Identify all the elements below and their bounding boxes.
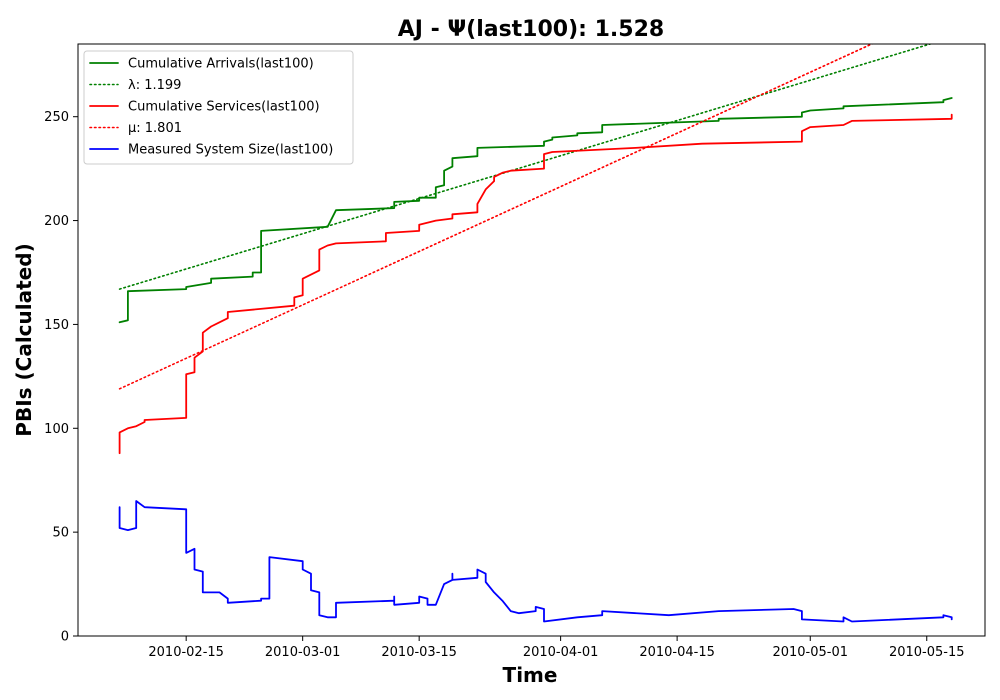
x-tick-label: 2010-05-15 <box>889 645 965 660</box>
series-line-2 <box>118 44 933 290</box>
y-axis: 0 50 100 150 200 250 <box>44 110 78 645</box>
x-tick-label: 2010-03-15 <box>381 645 457 660</box>
y-tick-label: 100 <box>44 422 69 437</box>
legend-label-1: Cumulative Arrivals(last100) <box>128 57 314 72</box>
series-line-3 <box>118 113 953 455</box>
y-tick-label: 50 <box>52 526 69 541</box>
x-axis: 2010-02-15 2010-03-01 2010-03-15 2010-04-01… <box>148 636 965 660</box>
series-line-4 <box>118 44 874 390</box>
series-line-5 <box>118 500 953 623</box>
y-tick-label: 0 <box>61 630 69 645</box>
legend-box <box>83 50 354 165</box>
legend-label-5: Measured System Size(last100) <box>128 143 333 158</box>
x-tick-label: 2010-04-15 <box>639 645 715 660</box>
x-tick-label: 2010-05-01 <box>772 645 848 660</box>
x-tick-label: 2010-04-01 <box>523 645 599 660</box>
x-tick-label: 2010-03-01 <box>265 645 341 660</box>
x-axis-label: Time <box>503 663 558 687</box>
series-layer <box>118 44 953 623</box>
chart-title: AJ - Ψ(last100): 1.528 <box>398 17 664 42</box>
legend: Cumulative Arrivals(last100) λ: 1.199 Cumu… <box>83 50 354 165</box>
y-tick-label: 150 <box>44 318 69 333</box>
y-tick-label: 250 <box>44 110 69 125</box>
y-axis-label: PBIs (Calculated) <box>12 243 36 436</box>
series-line-1 <box>118 97 953 324</box>
x-tick-label: 2010-02-15 <box>148 645 224 660</box>
legend-label-2: λ: 1.199 <box>128 78 181 93</box>
legend-label-4: μ: 1.801 <box>128 121 182 136</box>
legend-label-3: Cumulative Services(last100) <box>128 100 320 115</box>
plot-area <box>77 43 986 637</box>
y-tick-label: 200 <box>44 214 69 229</box>
